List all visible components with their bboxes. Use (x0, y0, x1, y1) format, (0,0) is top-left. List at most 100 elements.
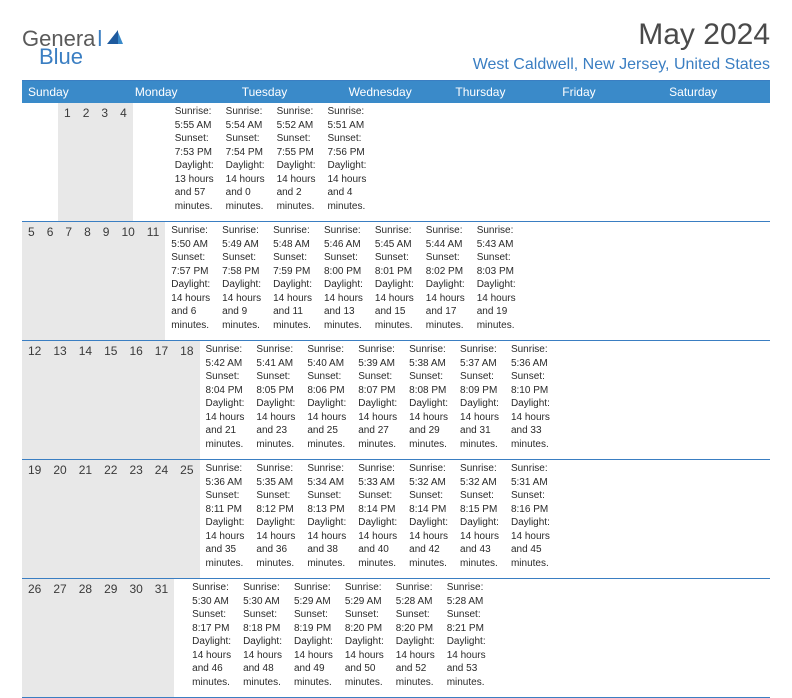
daylight-text: Daylight: 14 hours and 9 minutes. (222, 278, 261, 332)
day-body: Sunrise: 5:38 AMSunset: 8:08 PMDaylight:… (403, 341, 454, 459)
sunset-text: Sunset: 8:13 PM (307, 489, 346, 516)
sunset-text: Sunset: 8:03 PM (477, 251, 516, 278)
day-number: 9 (97, 222, 116, 340)
sunset-text: Sunset: 8:06 PM (307, 370, 346, 397)
sunrise-text: Sunrise: 5:29 AM (294, 581, 333, 608)
daylight-text: Daylight: 14 hours and 31 minutes. (460, 397, 499, 451)
day-number: 28 (73, 579, 98, 697)
daylight-text: Daylight: 14 hours and 21 minutes. (206, 397, 245, 451)
week-daynum-row: 262728293031 (22, 579, 186, 697)
sunrise-text: Sunrise: 5:28 AM (396, 581, 435, 608)
sunset-text: Sunset: 8:07 PM (358, 370, 397, 397)
day-body: Sunrise: 5:30 AMSunset: 8:18 PMDaylight:… (237, 579, 288, 697)
sunrise-text: Sunrise: 5:54 AM (226, 105, 265, 132)
day-body: Sunrise: 5:36 AMSunset: 8:10 PMDaylight:… (505, 341, 556, 459)
sunrise-text: Sunrise: 5:48 AM (273, 224, 312, 251)
week-daynum-row: 12131415161718 (22, 341, 200, 459)
sunrise-text: Sunrise: 5:50 AM (171, 224, 210, 251)
daylight-text: Daylight: 14 hours and 25 minutes. (307, 397, 346, 451)
day-number: 2 (77, 103, 96, 221)
day-number (22, 103, 34, 221)
day-number: 24 (149, 460, 174, 578)
day-number: 27 (47, 579, 72, 697)
week-daynum-row: 567891011 (22, 222, 165, 340)
day-body (133, 103, 145, 221)
day-number: 31 (149, 579, 174, 697)
daylight-text: Daylight: 14 hours and 52 minutes. (396, 635, 435, 689)
daylight-text: Daylight: 14 hours and 15 minutes. (375, 278, 414, 332)
daylight-text: Daylight: 14 hours and 23 minutes. (256, 397, 295, 451)
header: General Blue May 2024 West Caldwell, New… (22, 18, 770, 74)
sunrise-text: Sunrise: 5:38 AM (409, 343, 448, 370)
daylight-text: Daylight: 14 hours and 35 minutes. (206, 516, 245, 570)
day-body: Sunrise: 5:52 AMSunset: 7:55 PMDaylight:… (271, 103, 322, 221)
day-number: 29 (98, 579, 123, 697)
dow-tuesday: Tuesday (236, 81, 343, 103)
day-number: 19 (22, 460, 47, 578)
daylight-text: Daylight: 14 hours and 40 minutes. (358, 516, 397, 570)
sunset-text: Sunset: 8:08 PM (409, 370, 448, 397)
calendar-page: General Blue May 2024 West Caldwell, New… (0, 0, 792, 698)
day-number: 30 (123, 579, 148, 697)
day-body: Sunrise: 5:33 AMSunset: 8:14 PMDaylight:… (352, 460, 403, 578)
week-body-row: Sunrise: 5:50 AMSunset: 7:57 PMDaylight:… (165, 222, 521, 340)
day-number: 21 (73, 460, 98, 578)
location: West Caldwell, New Jersey, United States (473, 56, 770, 74)
sunrise-text: Sunrise: 5:45 AM (375, 224, 414, 251)
logo-text-blue: Blue (39, 44, 83, 69)
sunrise-text: Sunrise: 5:49 AM (222, 224, 261, 251)
day-body: Sunrise: 5:28 AMSunset: 8:20 PMDaylight:… (390, 579, 441, 697)
day-number: 10 (115, 222, 140, 340)
sunset-text: Sunset: 8:17 PM (192, 608, 231, 635)
day-body: Sunrise: 5:36 AMSunset: 8:11 PMDaylight:… (200, 460, 251, 578)
daylight-text: Daylight: 14 hours and 0 minutes. (226, 159, 265, 213)
sunrise-text: Sunrise: 5:37 AM (460, 343, 499, 370)
sunrise-text: Sunrise: 5:36 AM (511, 343, 550, 370)
week-body-row: Sunrise: 5:55 AMSunset: 7:53 PM Daylight:… (133, 103, 373, 221)
day-number: 13 (47, 341, 72, 459)
sunrise-text: Sunrise: 5:51 AM (327, 105, 366, 132)
sunset-text: Sunset: 8:14 PM (409, 489, 448, 516)
sunrise-text: Sunrise: 5:32 AM (409, 462, 448, 489)
day-number: 6 (41, 222, 60, 340)
day-body: Sunrise: 5:55 AMSunset: 7:53 PMDaylight:… (169, 103, 220, 221)
sunset-text: Sunset: 8:16 PM (511, 489, 550, 516)
week: 19202122232425Sunrise: 5:36 AMSunset: 8:… (22, 460, 770, 579)
sunrise-text: Sunrise: 5:36 AM (206, 462, 245, 489)
dow-friday: Friday (556, 81, 663, 103)
sunset-text: Sunset: 8:21 PM (447, 608, 486, 635)
daylight-text: Daylight: 14 hours and 36 minutes. (256, 516, 295, 570)
dow-sunday: Sunday (22, 81, 129, 103)
day-body: Sunrise: 5:54 AMSunset: 7:54 PMDaylight:… (220, 103, 271, 221)
day-body: Sunrise: 5:29 AMSunset: 8:19 PMDaylight:… (288, 579, 339, 697)
day-number: 11 (141, 222, 165, 340)
sunrise-text: Sunrise: 5:33 AM (358, 462, 397, 489)
week: 262728293031Sunrise: 5:30 AMSunset: 8:17… (22, 579, 770, 698)
sunrise-text: Sunrise: 5:28 AM (447, 581, 486, 608)
day-number: 20 (47, 460, 72, 578)
sunrise-text: Sunrise: 5:35 AM (256, 462, 295, 489)
day-body: Sunrise: 5:41 AMSunset: 8:05 PMDaylight:… (250, 341, 301, 459)
sunrise-text: Sunrise: 5:40 AM (307, 343, 346, 370)
sunset-text: Sunset: 8:12 PM (256, 489, 295, 516)
sunrise-text: Sunrise: 5:29 AM (345, 581, 384, 608)
day-number: 22 (98, 460, 123, 578)
day-body: Sunrise: 5:32 AMSunset: 8:15 PMDaylight:… (454, 460, 505, 578)
daylight-text: Daylight: 14 hours and 6 minutes. (171, 278, 210, 332)
daylight-text: Daylight: 14 hours and 4 minutes. (327, 159, 366, 213)
sunset-text: Sunset: 8:11 PM (206, 489, 245, 516)
title-block: May 2024 West Caldwell, New Jersey, Unit… (473, 18, 770, 74)
sunset-text: Sunset: 7:53 PM (175, 132, 214, 159)
day-number: 8 (78, 222, 97, 340)
day-number: 18 (174, 341, 199, 459)
daylight-text: Daylight: 14 hours and 43 minutes. (460, 516, 499, 570)
sunset-text: Sunset: 7:58 PM (222, 251, 261, 278)
day-body: Sunrise: 5:43 AMSunset: 8:03 PMDaylight:… (471, 222, 522, 340)
sunrise-text: Sunrise: 5:44 AM (426, 224, 465, 251)
daylight-text: Daylight: 14 hours and 13 minutes. (324, 278, 363, 332)
daylight-text: Daylight: 14 hours and 48 minutes. (243, 635, 282, 689)
week: 12131415161718Sunrise: 5:42 AMSunset: 8:… (22, 341, 770, 460)
day-body: Sunrise: 5:39 AMSunset: 8:07 PMDaylight:… (352, 341, 403, 459)
sunrise-text: Sunrise: 5:55 AM (175, 105, 214, 132)
dow-monday: Monday (129, 81, 236, 103)
